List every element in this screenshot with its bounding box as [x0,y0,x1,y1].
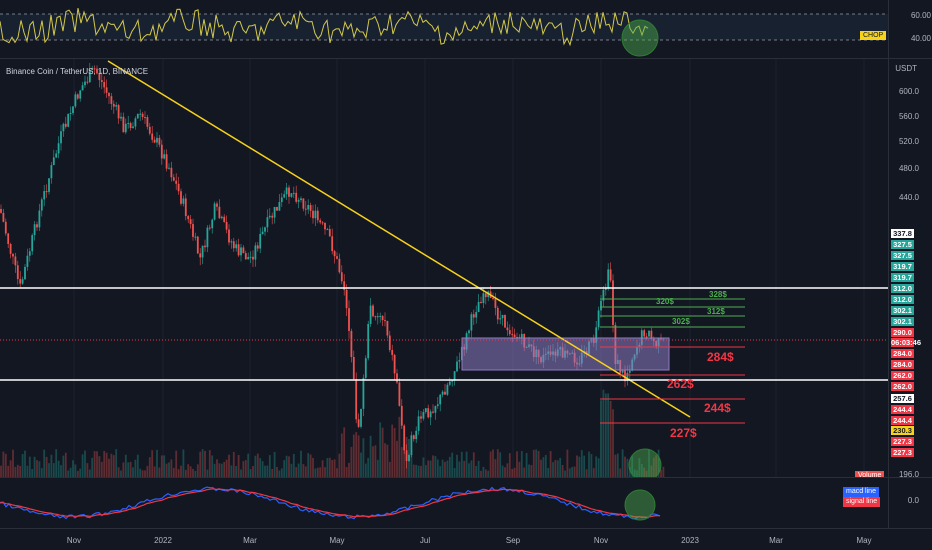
consolidation-box [461,337,670,371]
price-tick-520: 520.0 [898,137,919,146]
chop-label: CHOP [860,31,887,40]
target-label-244: 244$ [704,401,731,415]
chop-highlight-circle [621,19,659,57]
chop-tick-60: 60.00 [910,11,931,20]
price-tick-196: 196.0 [898,470,919,479]
price-badge: 302.1 [891,306,914,315]
price-badge: 257.6 [891,394,914,403]
price-chart [0,59,888,477]
chop-chart [0,8,888,57]
price-badge: 262.0 [891,382,914,391]
volume-label: Volume [855,471,885,481]
macd-tick-0: 0.0 [907,496,919,505]
price-badge: 319.7 [891,273,914,282]
price-tick-600: 600.0 [898,87,919,96]
x-label-2022: 2022 [154,536,172,545]
target-label-328: 328$ [709,290,727,299]
target-label-284: 284$ [707,350,734,364]
pane-separator-2[interactable] [0,477,932,478]
price-badge: 284.0 [891,349,914,358]
symbol-title[interactable]: Binance Coin / TetherUS, 1D, BINANCE [6,67,149,76]
x-label-mar-2: Mar [769,536,783,545]
macd-line-label: macd line [843,487,879,497]
price-badge: 244.4 [891,405,914,414]
x-label-may: May [329,536,345,545]
x-label-may-2: May [856,536,872,545]
currency-label: USDT [895,64,917,73]
macd-highlight-circle [624,489,656,521]
price-badge: 244.4 [891,416,914,425]
signal-line-label: signal line [843,497,881,507]
target-label-262: 262$ [667,377,694,391]
price-badge: 312.0 [891,295,914,304]
downtrend-line [107,60,691,418]
macd-chart [0,486,661,521]
time-axis-separator [0,528,932,529]
price-tick-480: 480.0 [898,164,919,173]
target-label-312: 312$ [707,307,725,316]
x-label-nov: Nov [66,536,82,545]
price-badge: 227.3 [891,437,914,446]
price-badge: 337.8 [891,229,914,238]
target-label-302: 302$ [672,317,690,326]
price-badge: 302.1 [891,317,914,326]
x-label-2023: 2023 [681,536,699,545]
price-badge: 327.5 [891,240,914,249]
macd-axis: 0.0 [888,478,932,528]
price-badge: 262.0 [891,371,914,380]
price-badge: 312.0 [891,284,914,293]
price-pane[interactable]: Binance Coin / TetherUS, 1D, BINANCE 328… [0,59,888,481]
price-tick-440: 440.0 [898,193,919,202]
price-badge: 230.3 [891,426,914,435]
volume-highlight-circle [628,448,662,477]
x-label-mar: Mar [243,536,257,545]
x-label-nov-2: Nov [593,536,609,545]
x-label-jul: Jul [419,536,431,545]
x-label-sep: Sep [505,536,521,545]
pane-separator[interactable] [0,58,932,59]
price-badge: 319.7 [891,262,914,271]
target-label-227: 227$ [670,426,697,440]
price-tick-560: 560.0 [898,112,919,121]
time-axis[interactable] [0,529,932,550]
price-badge: 06:03:46 [891,338,922,347]
price-badge: 227.3 [891,448,914,457]
chop-axis: 60.00 40.00 [888,0,932,58]
price-badge: 284.0 [891,360,914,369]
price-badge: 327.5 [891,251,914,260]
chop-tick-40: 40.00 [910,34,931,43]
chop-pane[interactable] [0,0,888,58]
macd-pane[interactable] [0,478,888,528]
price-badge: 290.0 [891,328,914,337]
target-label-320: 320$ [656,297,674,306]
